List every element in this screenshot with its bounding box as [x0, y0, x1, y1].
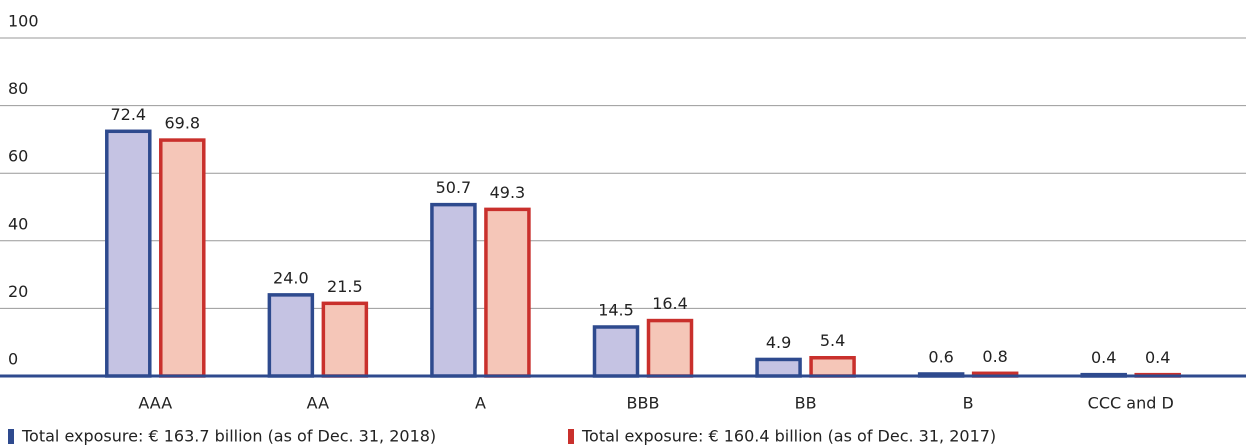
x-tick-label: B [963, 394, 974, 413]
value-label: 49.3 [490, 183, 526, 202]
value-label: 69.8 [164, 114, 200, 133]
y-tick-label: 20 [8, 282, 28, 301]
bar [484, 207, 531, 378]
value-label: 14.5 [598, 300, 634, 319]
legend-marker [568, 429, 574, 444]
bar [321, 301, 369, 378]
value-label: 0.4 [1091, 348, 1116, 367]
legend-marker [8, 429, 14, 444]
value-label: 24.0 [273, 268, 309, 287]
legend-label: Total exposure: € 163.7 billion (as of D… [21, 427, 436, 446]
value-label: 21.5 [327, 277, 363, 296]
bar [755, 357, 802, 378]
value-label: 0.6 [928, 347, 953, 366]
value-label: 0.8 [982, 347, 1007, 366]
y-tick-label: 100 [8, 12, 39, 31]
x-tick-label: AAA [138, 394, 172, 413]
bar [159, 138, 206, 378]
x-tick-label: BBB [627, 394, 660, 413]
x-tick-label: A [475, 394, 486, 413]
value-label: 4.9 [766, 333, 791, 352]
value-label: 50.7 [436, 178, 472, 197]
y-tick-label: 80 [8, 79, 28, 98]
bar [105, 129, 152, 378]
bar [592, 325, 640, 378]
x-tick-label: CCC and D [1088, 394, 1174, 413]
x-tick-label: AA [307, 394, 329, 413]
bar [646, 318, 694, 378]
bar [430, 202, 477, 378]
y-tick-label: 40 [8, 214, 28, 233]
value-label: 5.4 [820, 331, 845, 350]
bar [267, 293, 315, 378]
value-label: 72.4 [110, 105, 146, 124]
value-label: 16.4 [652, 294, 688, 313]
x-tick-label: BB [795, 394, 817, 413]
value-label: 0.4 [1145, 348, 1170, 367]
y-tick-label: 60 [8, 147, 28, 166]
bar [809, 355, 856, 378]
legend-label: Total exposure: € 160.4 billion (as of D… [581, 427, 996, 446]
y-tick-label: 0 [8, 350, 18, 369]
